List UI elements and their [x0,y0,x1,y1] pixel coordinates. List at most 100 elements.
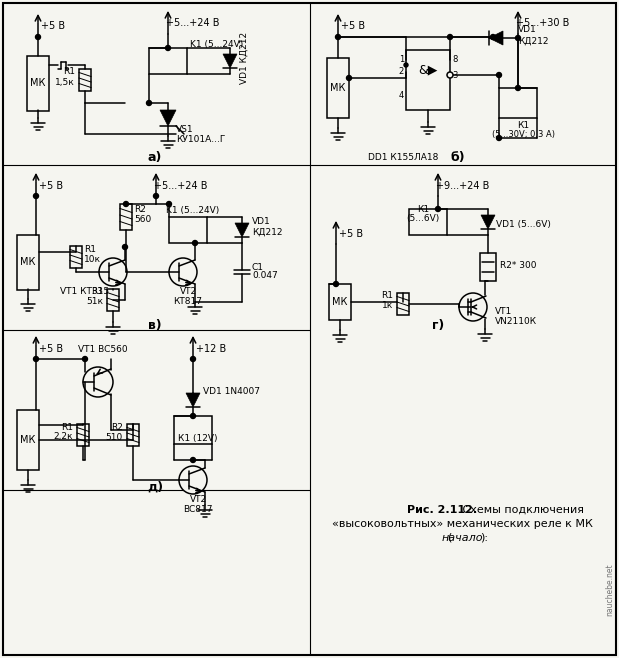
Circle shape [404,63,408,67]
Polygon shape [160,110,176,126]
Circle shape [83,367,113,397]
Circle shape [154,193,158,199]
Circle shape [516,36,521,41]
Text: nauchebe.net: nauchebe.net [605,564,615,617]
Text: К1 (12V): К1 (12V) [178,434,218,442]
Circle shape [459,293,487,321]
Text: а): а) [148,151,162,164]
Circle shape [436,207,441,211]
Text: VD1 1N4007: VD1 1N4007 [203,388,260,397]
Circle shape [147,101,152,105]
Text: (: ( [448,533,452,543]
Text: 560: 560 [134,215,151,224]
Bar [480,253,496,281]
Text: R1: R1 [63,68,75,76]
Text: 2,2к: 2,2к [53,432,73,442]
Bar [17,234,39,290]
Circle shape [191,413,196,418]
Circle shape [82,357,87,361]
Text: 1к: 1к [382,301,393,311]
Polygon shape [481,215,495,229]
Text: R1: R1 [61,422,73,432]
Text: R2* 300: R2* 300 [500,261,537,270]
Text: К1: К1 [417,205,429,215]
Bar [79,69,91,91]
Text: б): б) [451,151,465,164]
Circle shape [191,457,196,463]
Polygon shape [489,31,503,45]
Text: VD1: VD1 [518,26,537,34]
Text: K1 (5...24V): K1 (5...24V) [190,41,243,49]
Text: VS1: VS1 [176,126,194,134]
Text: +5...+30 В: +5...+30 В [516,18,569,28]
Text: VD1
КД212: VD1 КД212 [252,217,282,237]
Text: МК: МК [331,83,345,93]
Circle shape [33,193,38,199]
Text: VT2: VT2 [189,495,207,505]
Text: VT1 КТ315: VT1 КТ315 [61,288,110,297]
Text: +5 В: +5 В [39,344,63,354]
Text: +5...+24 В: +5...+24 В [166,18,220,28]
Text: К1: К1 [517,120,529,130]
Text: VD1 КД212: VD1 КД212 [240,32,249,84]
Polygon shape [223,54,237,68]
Text: 3: 3 [452,70,457,80]
Text: ):: ): [480,533,488,543]
Circle shape [490,34,495,39]
Polygon shape [186,393,200,407]
Text: VN2110К: VN2110К [495,318,537,326]
Text: DD1 К155ЛА18: DD1 К155ЛА18 [368,153,438,163]
Circle shape [99,258,127,286]
Bar [397,293,409,315]
Text: +5 В: +5 В [41,21,65,31]
Text: в): в) [148,320,162,332]
Text: +5 В: +5 В [339,229,363,239]
Circle shape [179,466,207,494]
Text: R1: R1 [84,245,96,253]
Text: «высоковольтных» механических реле к МК: «высоковольтных» механических реле к МК [332,519,592,529]
Text: C1: C1 [252,263,264,272]
Text: 1: 1 [399,55,404,64]
Text: начало: начало [441,533,483,543]
Text: 10к: 10к [84,255,101,263]
Circle shape [165,45,170,51]
Bar [70,246,82,268]
Text: R2: R2 [134,205,146,213]
Text: КУ101А...Г: КУ101А...Г [176,136,225,145]
Circle shape [193,241,197,245]
Bar [169,217,207,243]
Circle shape [167,201,171,207]
Circle shape [169,258,197,286]
Text: (5...30V; 0.3 А): (5...30V; 0.3 А) [491,130,555,139]
Circle shape [448,34,452,39]
Circle shape [123,245,128,249]
Circle shape [191,357,196,361]
Circle shape [334,282,339,286]
Text: VT1 BC560: VT1 BC560 [78,345,128,355]
Text: 510: 510 [106,432,123,442]
Text: КД212: КД212 [518,36,548,45]
Text: R2: R2 [111,422,123,432]
Text: VT2: VT2 [180,288,197,297]
Circle shape [496,136,501,141]
Bar [127,424,139,446]
Text: 4: 4 [399,91,404,99]
Text: (5...6V): (5...6V) [407,215,439,224]
Text: МК: МК [20,435,36,445]
Circle shape [33,357,38,361]
Bar [499,88,537,118]
Bar [329,284,351,320]
Text: 0.047: 0.047 [252,272,278,280]
Text: 1,5к: 1,5к [55,78,75,86]
Text: +5...+24 В: +5...+24 В [154,181,207,191]
Text: д): д) [147,480,163,494]
Bar [406,50,450,110]
Text: &▶: &▶ [418,64,438,76]
Circle shape [516,86,521,91]
Text: VT1: VT1 [495,307,513,316]
Bar [27,55,49,111]
Circle shape [335,34,340,39]
Bar [107,289,119,311]
Circle shape [496,72,501,78]
Bar [174,416,212,444]
